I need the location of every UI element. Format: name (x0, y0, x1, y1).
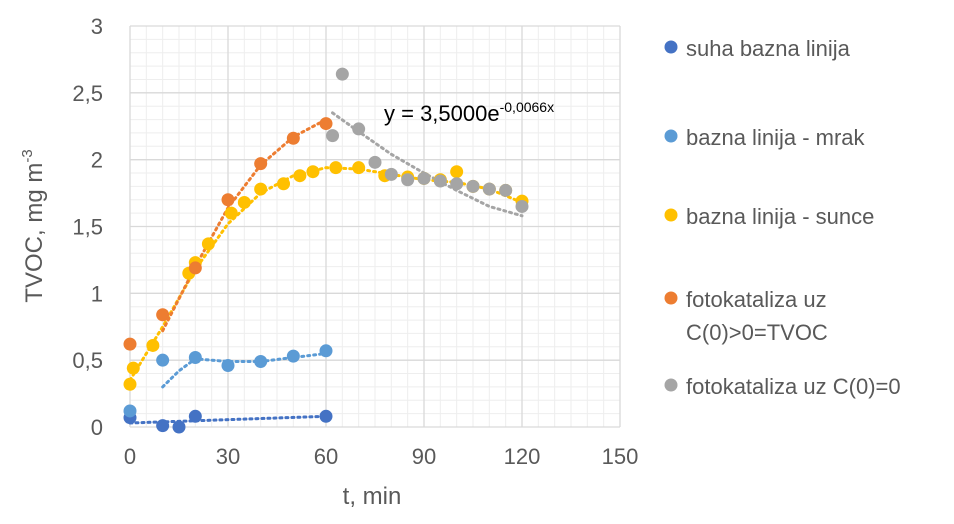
data-point (417, 171, 431, 185)
data-point (172, 420, 186, 434)
data-point (450, 165, 464, 179)
data-point (433, 174, 447, 188)
data-point (319, 409, 333, 423)
data-point (286, 349, 300, 363)
data-point (188, 261, 202, 275)
y-axis-title-main: TVOC, mg m (21, 163, 48, 303)
legend-label: C(0)>0=TVOC (686, 320, 828, 345)
data-point (126, 361, 140, 375)
data-point (329, 161, 343, 175)
data-point (237, 195, 251, 209)
data-point (254, 182, 268, 196)
y-axis-title: TVOC, mg m-3 (19, 149, 48, 302)
data-point (286, 131, 300, 145)
y-tick-label: 1 (91, 281, 103, 306)
data-point (466, 179, 480, 193)
data-point (368, 155, 382, 169)
legend-label: suha bazna linija (686, 36, 851, 61)
data-points (123, 67, 529, 434)
data-point (352, 122, 366, 136)
data-point (326, 129, 340, 143)
x-tick-label: 90 (412, 444, 436, 469)
legend-label: fotokataliza uz C(0)=0 (686, 374, 901, 399)
data-point (254, 157, 268, 171)
data-point (450, 177, 464, 191)
data-point (201, 237, 215, 251)
data-point (156, 353, 170, 367)
data-point (123, 404, 137, 418)
data-point (188, 409, 202, 423)
data-point (123, 377, 137, 391)
x-axis-title: t, min (343, 483, 402, 510)
x-tick-label: 0 (124, 444, 136, 469)
data-point (224, 206, 238, 220)
data-point (156, 419, 170, 433)
data-point (499, 183, 513, 197)
data-point (146, 338, 160, 352)
data-point (319, 344, 333, 358)
y-tick-label: 0,5 (72, 348, 103, 373)
data-point (221, 359, 235, 373)
data-point (482, 182, 496, 196)
y-tick-label: 1,5 (72, 215, 103, 240)
y-axis-title-sup: -3 (19, 149, 36, 162)
equation-exponent: -0,0066x (500, 99, 554, 115)
data-point (515, 199, 529, 213)
data-point (293, 169, 307, 183)
data-point (319, 117, 333, 131)
x-tick-labels: 0 30 60 90 120 150 (124, 444, 638, 469)
trendline-equation: y = 3,5000e-0,0066x (384, 99, 554, 126)
y-tick-label: 2,5 (72, 81, 103, 106)
trendline (161, 351, 328, 389)
legend-marker (664, 129, 678, 143)
legend-marker (664, 40, 678, 54)
legend-label: bazna linija - mrak (686, 125, 866, 150)
data-point (352, 161, 366, 175)
data-point (384, 167, 398, 181)
legend-label: fotokataliza uz (686, 287, 827, 312)
y-tick-labels: 0 0,5 1 1,5 2 2,5 3 (72, 14, 103, 440)
data-point (335, 67, 349, 81)
grid (129, 25, 621, 428)
equation-base: y = 3,5000e (384, 101, 500, 126)
legend-marker (664, 378, 678, 392)
data-point (156, 308, 170, 322)
x-tick-label: 120 (504, 444, 541, 469)
x-tick-label: 30 (216, 444, 240, 469)
data-point (221, 193, 235, 207)
data-point (254, 355, 268, 369)
data-point (306, 165, 320, 179)
legend-label: bazna linija - sunce (686, 204, 874, 229)
x-tick-label: 60 (314, 444, 338, 469)
y-tick-label: 2 (91, 148, 103, 173)
x-tick-label: 150 (602, 444, 639, 469)
data-point (277, 177, 291, 191)
data-point (188, 350, 202, 364)
legend-marker (664, 291, 678, 305)
data-point (123, 337, 137, 351)
data-point (401, 173, 415, 187)
y-tick-label: 3 (91, 14, 103, 39)
legend-marker (664, 208, 678, 222)
legend: suha bazna linija bazna linija - mrak bazn… (664, 36, 901, 399)
y-tick-label: 0 (91, 415, 103, 440)
